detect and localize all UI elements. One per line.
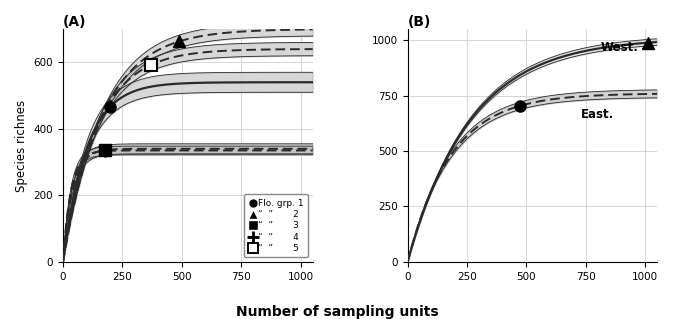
Text: (B): (B): [408, 15, 431, 29]
Y-axis label: Species richnes: Species richnes: [15, 100, 28, 191]
Text: East.: East.: [581, 108, 615, 121]
Text: West.: West.: [600, 41, 638, 54]
Text: (A): (A): [63, 15, 86, 29]
Legend: Flo. grp. 1, “  ”       2, “  ”       3, “  ”       4, “  ”       5: Flo. grp. 1, “ ” 2, “ ” 3, “ ” 4, “ ” 5: [245, 194, 308, 257]
Text: Number of sampling units: Number of sampling units: [236, 305, 438, 319]
